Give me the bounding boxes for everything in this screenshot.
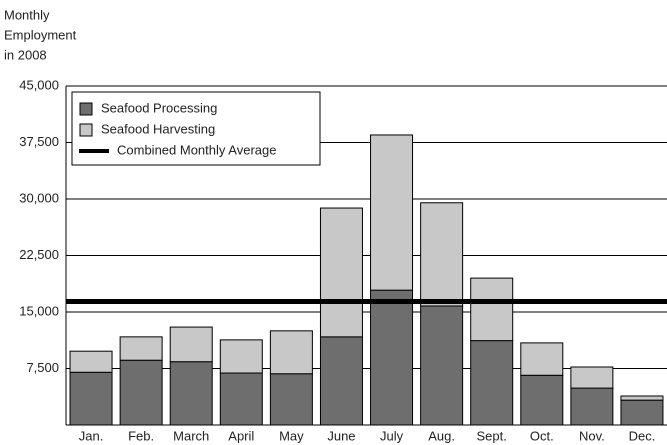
x-tick-label: Dec. xyxy=(629,428,656,443)
bar-segment xyxy=(520,342,564,376)
bar-segment xyxy=(269,330,313,375)
x-tick-label: Oct. xyxy=(530,428,554,443)
x-tick-label: Aug. xyxy=(428,428,455,443)
bar-segment xyxy=(219,339,263,374)
axis-title: Employment xyxy=(4,27,77,42)
x-tick-label: Sept. xyxy=(477,428,507,443)
x-tick-label: Feb. xyxy=(128,428,154,443)
y-tick-label: 37,500 xyxy=(19,134,59,149)
bar-segment xyxy=(570,366,614,389)
bar-segment xyxy=(69,350,113,373)
bar-segment xyxy=(620,395,664,401)
bar-segment xyxy=(169,326,213,363)
bar-segment xyxy=(620,399,664,426)
legend-label: Combined Monthly Average xyxy=(117,142,276,157)
legend-label: Seafood Harvesting xyxy=(101,121,215,136)
bar-segment xyxy=(319,207,363,338)
bar-segment xyxy=(470,340,514,426)
y-tick-label: 45,000 xyxy=(19,77,59,92)
bar-segment xyxy=(520,374,564,426)
y-tick-label: 30,000 xyxy=(19,190,59,205)
bar-segment xyxy=(370,134,414,291)
bar-segment xyxy=(470,277,514,342)
legend-swatch xyxy=(79,102,93,116)
x-tick-label: June xyxy=(327,428,355,443)
bar-segment xyxy=(69,371,113,426)
bar-segment xyxy=(119,359,163,426)
bar-segment xyxy=(570,387,614,426)
x-tick-label: Nov. xyxy=(579,428,605,443)
bar-segment xyxy=(219,372,263,426)
legend-label: Seafood Processing xyxy=(101,100,217,115)
bar-segment xyxy=(269,373,313,426)
bar-segment xyxy=(169,361,213,426)
x-tick-label: May xyxy=(279,428,304,443)
axis-title: in 2008 xyxy=(4,47,47,62)
bar-segment xyxy=(319,336,363,426)
legend-box xyxy=(71,91,321,166)
x-tick-label: July xyxy=(380,428,404,443)
x-tick-label: March xyxy=(173,428,209,443)
x-tick-label: Jan. xyxy=(79,428,104,443)
bar-segment xyxy=(420,202,464,307)
y-tick-label: 7,500 xyxy=(26,360,59,375)
axis-title: Monthly xyxy=(4,7,50,22)
bar-segment xyxy=(420,305,464,426)
y-tick-label: 22,500 xyxy=(19,247,59,262)
bar-segment xyxy=(370,289,414,426)
legend-swatch xyxy=(79,123,93,137)
y-tick-label: 15,000 xyxy=(19,303,59,318)
x-tick-label: April xyxy=(228,428,254,443)
bar-segment xyxy=(119,336,163,361)
